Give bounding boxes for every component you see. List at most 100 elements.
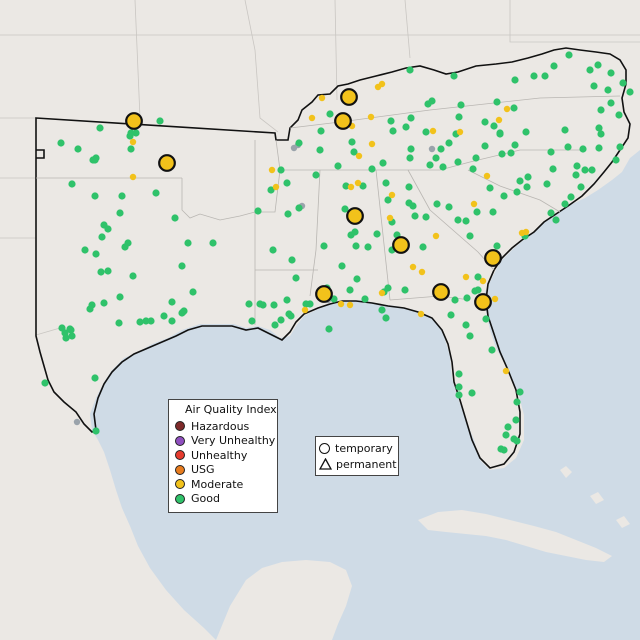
monitor-good[interactable]: [516, 177, 524, 185]
monitor-moderate[interactable]: [347, 183, 355, 191]
monitor-good[interactable]: [466, 332, 474, 340]
monitor-good[interactable]: [507, 149, 515, 157]
monitor-good[interactable]: [547, 209, 555, 217]
monitor-moderate[interactable]: [308, 114, 316, 122]
monitor-good[interactable]: [500, 446, 508, 454]
monitor-good[interactable]: [74, 145, 82, 153]
monitor-moderate[interactable]: [503, 105, 511, 113]
monitor-good[interactable]: [334, 162, 342, 170]
monitor-good[interactable]: [361, 295, 369, 303]
monitor-good[interactable]: [615, 111, 623, 119]
monitor-good[interactable]: [284, 210, 292, 218]
monitor-good[interactable]: [463, 294, 471, 302]
temporary-monitor-moderate[interactable]: [392, 236, 410, 254]
monitor-good[interactable]: [486, 184, 494, 192]
monitor-moderate[interactable]: [522, 228, 530, 236]
monitor-good[interactable]: [426, 161, 434, 169]
monitor-good[interactable]: [384, 196, 392, 204]
monitor-good[interactable]: [490, 122, 498, 130]
monitor-good[interactable]: [445, 139, 453, 147]
monitor-good[interactable]: [364, 243, 372, 251]
monitor-good[interactable]: [267, 186, 275, 194]
monitor-moderate[interactable]: [368, 140, 376, 148]
temporary-monitor-moderate[interactable]: [432, 283, 450, 301]
monitor-good[interactable]: [488, 346, 496, 354]
monitor-good[interactable]: [573, 162, 581, 170]
monitor-good[interactable]: [295, 204, 303, 212]
monitor-good[interactable]: [88, 301, 96, 309]
monitor-good[interactable]: [341, 205, 349, 213]
monitor-good[interactable]: [382, 314, 390, 322]
monitor-good[interactable]: [513, 398, 521, 406]
monitor-good[interactable]: [407, 145, 415, 153]
monitor-good[interactable]: [512, 416, 520, 424]
monitor-moderate[interactable]: [378, 289, 386, 297]
monitor-good[interactable]: [91, 192, 99, 200]
monitor-good[interactable]: [567, 193, 575, 201]
monitor-moderate[interactable]: [129, 138, 137, 146]
monitor-moderate[interactable]: [354, 179, 362, 187]
monitor-good[interactable]: [550, 62, 558, 70]
monitor-good[interactable]: [502, 431, 510, 439]
monitor-good[interactable]: [469, 165, 477, 173]
monitor-good[interactable]: [581, 166, 589, 174]
temporary-monitor-moderate[interactable]: [474, 293, 492, 311]
monitor-good[interactable]: [97, 268, 105, 276]
monitor-good[interactable]: [597, 130, 605, 138]
monitor-moderate[interactable]: [301, 306, 309, 314]
monitor-good[interactable]: [160, 312, 168, 320]
monitor-good[interactable]: [254, 207, 262, 215]
monitor-good[interactable]: [595, 144, 603, 152]
monitor-moderate[interactable]: [432, 232, 440, 240]
monitor-good[interactable]: [338, 262, 346, 270]
monitor-good[interactable]: [543, 180, 551, 188]
monitor-good[interactable]: [498, 150, 506, 158]
monitor-good[interactable]: [493, 98, 501, 106]
monitor-good[interactable]: [387, 117, 395, 125]
monitor-good[interactable]: [342, 182, 350, 190]
temporary-monitor-moderate[interactable]: [315, 285, 333, 303]
monitor-good[interactable]: [445, 203, 453, 211]
monitor-good[interactable]: [184, 239, 192, 247]
monitor-moderate[interactable]: [417, 310, 425, 318]
monitor-good[interactable]: [98, 233, 106, 241]
monitor-good[interactable]: [61, 329, 69, 337]
monitor-good[interactable]: [277, 166, 285, 174]
monitor-good[interactable]: [348, 138, 356, 146]
monitor-good[interactable]: [541, 72, 549, 80]
monitor-moderate[interactable]: [491, 295, 499, 303]
monitor-good[interactable]: [352, 242, 360, 250]
monitor-moderate[interactable]: [470, 200, 478, 208]
monitor-good[interactable]: [472, 154, 480, 162]
monitor-good[interactable]: [462, 217, 470, 225]
monitor-good[interactable]: [455, 391, 463, 399]
monitor-good[interactable]: [406, 154, 414, 162]
monitor-good[interactable]: [482, 315, 490, 323]
monitor-good[interactable]: [455, 383, 463, 391]
monitor-good[interactable]: [616, 143, 624, 151]
monitor-moderate[interactable]: [355, 152, 363, 160]
monitor-good[interactable]: [626, 88, 634, 96]
monitor-good[interactable]: [316, 146, 324, 154]
monitor-good[interactable]: [92, 427, 100, 435]
monitor-good[interactable]: [326, 110, 334, 118]
monitor-good[interactable]: [481, 118, 489, 126]
monitor-good[interactable]: [292, 274, 300, 282]
monitor-good[interactable]: [171, 214, 179, 222]
monitor-good[interactable]: [451, 296, 459, 304]
monitor-good[interactable]: [474, 286, 482, 294]
monitor-good[interactable]: [104, 267, 112, 275]
monitor-good[interactable]: [447, 311, 455, 319]
monitor-good[interactable]: [178, 262, 186, 270]
monitor-good[interactable]: [320, 242, 328, 250]
monitor-good[interactable]: [552, 216, 560, 224]
temporary-monitor-moderate[interactable]: [484, 249, 502, 267]
monitor-moderate[interactable]: [272, 183, 280, 191]
monitor-good[interactable]: [179, 308, 187, 316]
monitor-good[interactable]: [378, 306, 386, 314]
monitor-good[interactable]: [353, 275, 361, 283]
monitor-good[interactable]: [564, 143, 572, 151]
monitor-good[interactable]: [579, 145, 587, 153]
monitor-good[interactable]: [68, 332, 76, 340]
monitor-good[interactable]: [516, 388, 524, 396]
